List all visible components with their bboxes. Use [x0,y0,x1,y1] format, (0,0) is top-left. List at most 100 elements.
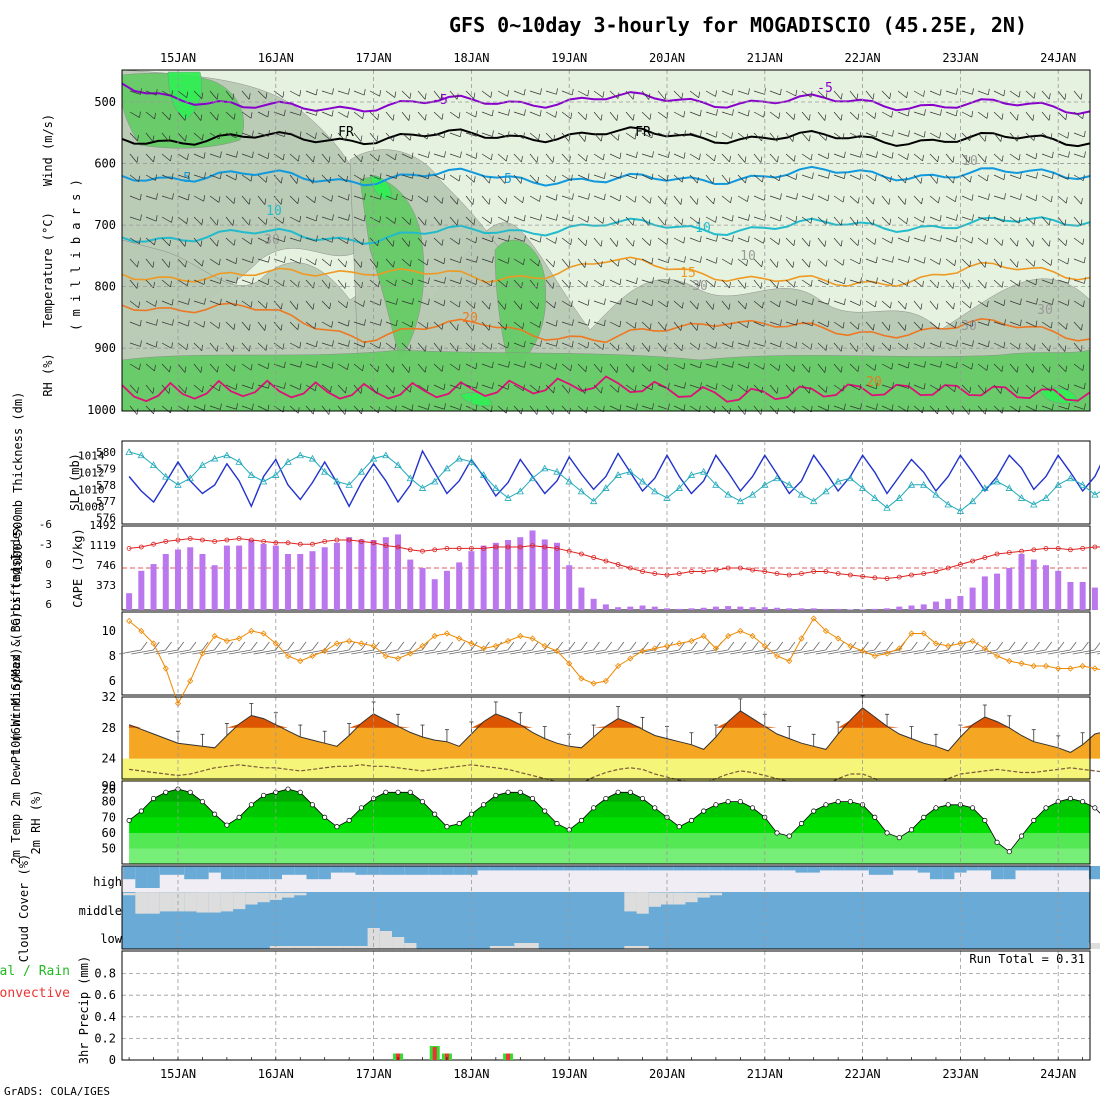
wind-barb-flag [235,173,238,180]
wind-barb [913,258,925,264]
wind-barb-flag [649,113,652,120]
wind-barb-flag [171,342,173,349]
wind-barb [657,216,666,226]
wind-barb [369,342,380,349]
wind-barb-flag [186,343,189,350]
wind-barb-flag [154,364,156,372]
wind-barb [129,132,138,142]
wind-barb [193,132,203,141]
wind-barb [769,216,781,222]
wind-barb-10m-flag [910,641,918,651]
wind-barb-10m [229,649,252,655]
wind-barb-flag [698,91,701,98]
cloud-row-label: middle [79,904,122,918]
y-tick-left: 579 [96,462,116,475]
wind-barb [977,90,989,96]
wind10-point [419,642,426,650]
wind-barb-flag [348,88,350,95]
thickness-point [858,484,867,491]
wind-barb [225,279,237,284]
thickness-point [883,503,891,511]
wind10-point [969,637,976,645]
wind-barb [145,405,154,415]
wind-barb [945,216,957,221]
wind-barb [945,363,957,369]
wind-barb-flag [842,133,845,140]
wind-barb [497,90,508,97]
wind-barb [193,111,202,121]
wind-barb-flag [460,382,462,389]
thickness-point [834,477,842,485]
wind-barb-flag [252,130,254,137]
wind-barb [785,132,794,142]
wind-barb-flag [236,151,238,158]
cape-bar [223,545,230,610]
wind-barb-flag [377,365,380,372]
wind-barb-flag [986,238,989,245]
wind-barb-flag [424,366,427,373]
wind-barb [865,174,876,182]
cape-bar [529,530,536,610]
thickness-point [1054,480,1062,488]
wind-barb [337,300,347,309]
wind-barb [401,300,413,305]
wind-barb-flag [828,172,830,179]
wind-barb [209,195,220,203]
wind-barb [129,90,141,95]
wind-barb-flag [572,193,574,200]
wind-barb-flag [748,88,750,95]
cape-tick: 1492 [90,519,117,532]
thickness-point [589,497,598,505]
wind10-point [688,637,695,645]
wind-barb-flag [443,383,446,390]
cloud-low-bar [514,943,527,949]
thickness-point [1066,474,1075,482]
cape-bar [505,540,512,610]
wind-barb [689,195,698,205]
wind-barb [545,90,557,95]
wind-barb [257,279,269,286]
x-tick-label-bottom: 19JAN [551,1067,587,1081]
contour-label: 30 [264,233,280,248]
wind-barb-flag [491,235,494,242]
wind-barb-flag [956,214,958,221]
thickness-point [455,454,463,462]
wind-barb [593,195,605,201]
cloud-low-bar [392,937,405,949]
wind-barb [753,111,764,118]
wind-barb-flag [139,237,141,244]
wind-barb-flag [458,175,461,182]
wind-barb [305,216,317,222]
wind-barb [929,132,940,139]
wind-barb-flag [585,155,588,162]
wind-barb [833,195,844,203]
cape-bar [175,549,181,610]
wind-barb-flag [456,93,459,100]
wind10-point [370,642,377,650]
wind-barb [785,237,795,246]
wind-barb-flag [505,197,508,204]
rh-point [346,817,352,823]
wind-barb-flag [940,361,942,368]
wind-barb [481,258,493,263]
wind-barb [321,174,330,184]
cloud-high-bar [771,866,784,871]
wind10-point [407,650,414,657]
wind-barb-flag [586,407,588,414]
wind-barb [657,132,669,138]
wind10-point [737,627,744,635]
wind-barb [929,321,939,330]
wind-barb [897,90,907,99]
wind-barb-flag [636,151,638,158]
wind-barb [993,90,1005,97]
wind-barb [721,174,730,184]
wind-barb-10m-flag [690,641,698,651]
wind-barb-flag [476,382,478,389]
wind-barb-flag [857,197,860,204]
wind-barb-flag [520,177,523,184]
cloud-high-bar [538,866,551,871]
wind-barb [625,279,637,284]
x-tick-label-top: 20JAN [649,51,685,65]
cape-bar [945,598,952,610]
wind-barb-flag [825,134,828,141]
